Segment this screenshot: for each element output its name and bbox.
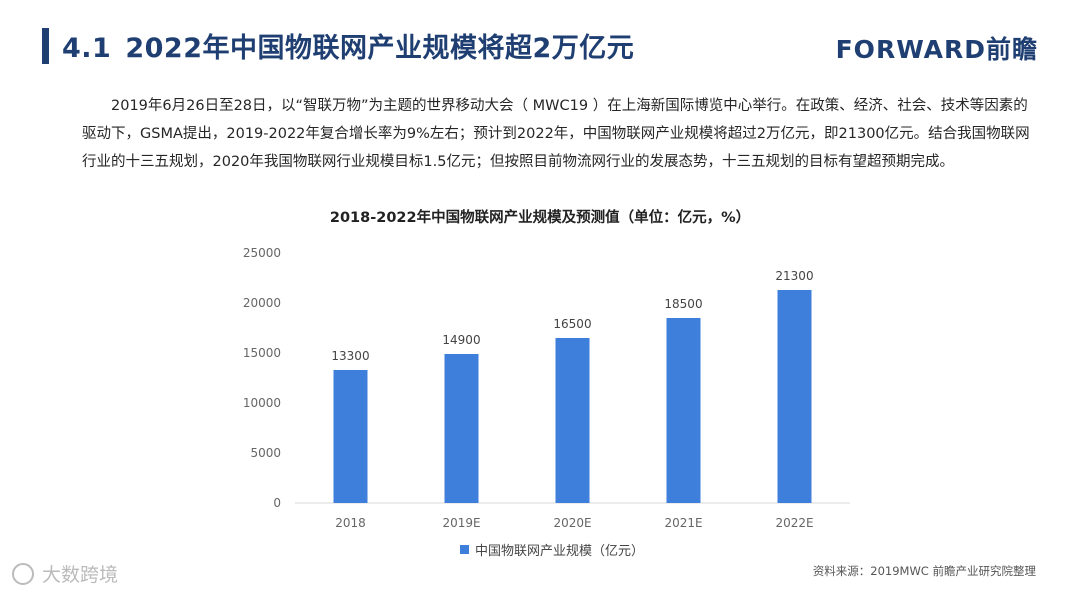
x-tick-label: 2022E: [775, 516, 813, 530]
title-accent-bar: [42, 28, 49, 64]
data-label: 16500: [553, 317, 591, 331]
data-label: 18500: [664, 297, 702, 311]
chart-title: 2018-2022年中国物联网产业规模及预测值（单位：亿元，%）: [329, 210, 751, 226]
page-title: 4.1 2022年中国物联网产业规模将超2万亿元: [62, 26, 634, 65]
data-label: 14900: [442, 333, 480, 347]
x-tick-label: 2019E: [442, 516, 480, 530]
legend-label: 中国物联网产业规模（亿元）: [475, 544, 645, 559]
y-tick-label: 15000: [243, 346, 281, 360]
slide-header: 4.1 2022年中国物联网产业规模将超2万亿元 FORWARD前瞻: [0, 0, 1080, 70]
watermark: 大数跨境: [12, 560, 118, 587]
brand-logo: FORWARD前瞻: [835, 35, 1038, 64]
title-text: 2022年中国物联网产业规模将超2万亿元: [125, 33, 635, 64]
bar: [777, 290, 812, 503]
watermark-icon: [12, 562, 34, 585]
data-label: 13300: [331, 349, 369, 363]
bar: [333, 370, 368, 503]
y-tick-label: 10000: [243, 396, 281, 410]
x-tick-label: 2020E: [553, 516, 591, 530]
y-tick-label: 25000: [243, 246, 281, 260]
data-label: 21300: [775, 269, 813, 283]
bar: [666, 318, 701, 503]
y-tick-label: 5000: [250, 446, 281, 460]
x-tick-label: 2021E: [664, 516, 702, 530]
body-paragraph: 2019年6月26日至28日，以“智联万物”为主题的世界移动大会（ MWC19 …: [82, 98, 1030, 170]
section-number: 4.1: [62, 33, 112, 64]
bar: [555, 338, 590, 503]
source-note: 资料来源：2019MWC 前瞻产业研究院整理: [812, 564, 1036, 578]
chart-legend: 中国物联网产业规模（亿元）: [460, 540, 644, 559]
x-tick-label: 2018: [335, 516, 366, 530]
y-tick-label: 0: [273, 496, 281, 510]
watermark-text: 大数跨境: [42, 564, 119, 586]
bar: [444, 354, 479, 503]
legend-swatch: [460, 545, 469, 554]
y-tick-label: 20000: [243, 296, 281, 310]
